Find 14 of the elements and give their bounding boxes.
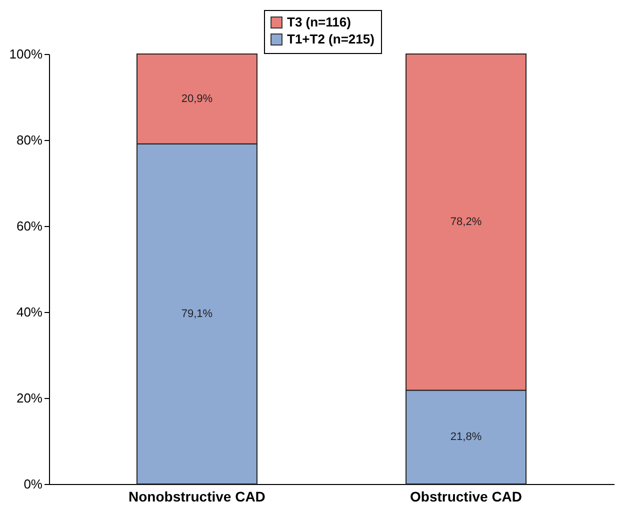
- data-label: 78,2%: [450, 216, 482, 228]
- data-label: 20,9%: [181, 92, 213, 105]
- y-tick-label: 60%: [16, 218, 43, 234]
- data-label: 21,8%: [450, 431, 482, 444]
- x-tick-label: Nonobstructive CAD: [128, 488, 266, 504]
- y-tick-label: 20%: [16, 390, 43, 406]
- data-label: 79,1%: [181, 308, 213, 320]
- legend-label: T3 (n=116): [287, 14, 351, 30]
- legend-label: T1+T2 (n=215): [287, 32, 374, 46]
- x-tick-label: Obstructive CAD: [410, 488, 522, 504]
- y-tick-label: 80%: [16, 132, 43, 148]
- y-tick-label: 40%: [16, 304, 43, 320]
- y-tick-label: 0%: [24, 476, 43, 492]
- y-tick-label: 100%: [9, 46, 43, 62]
